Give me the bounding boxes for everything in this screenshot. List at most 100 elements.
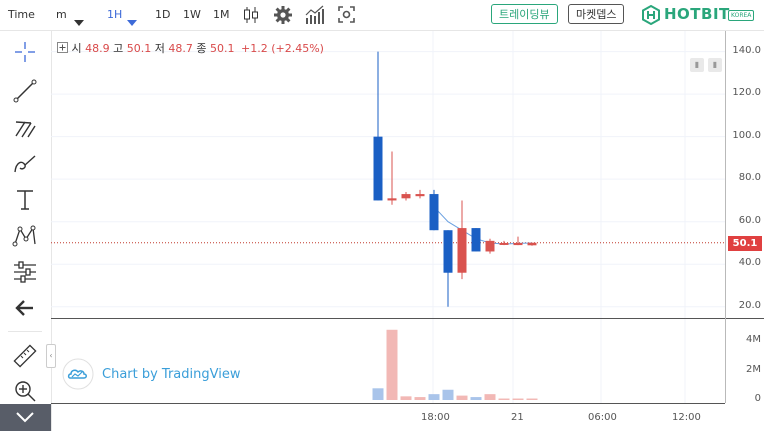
crosshair-tool[interactable] [8,37,42,67]
candle-body [415,194,425,197]
volume-tick: 0 [754,393,761,404]
volume-bar [470,397,482,400]
price-scale[interactable]: 140.0 120.0 100.0 80.0 60.0 40.0 20.0 4M… [725,31,764,404]
chevron-left-icon: ‹ [49,351,53,360]
candle-body [457,228,467,273]
trading-view-button[interactable]: 트레이딩뷰 [491,4,558,24]
candle-body [387,198,397,201]
candle-body [513,242,523,246]
top-toolbar: Time m 1H 1D 1W 1M 트레이딩뷰 마켓뎁스 HOTBI [0,0,764,31]
text-tool[interactable] [8,185,42,215]
candle-body [471,228,481,252]
brand-region-badge: KOREA [728,10,755,21]
volume-bar [414,397,426,400]
fib-tool[interactable] [8,113,42,143]
toolbar-expand-button[interactable] [0,404,51,431]
brush-icon [14,155,36,173]
volume-bar [498,398,510,400]
volume-bar [484,394,496,400]
pane-separator[interactable] [51,318,764,319]
pattern-tool[interactable] [8,221,42,251]
chart-style-selector[interactable]: m [56,0,67,30]
price-tick: 80.0 [738,172,761,184]
price-tick: 40.0 [738,257,761,269]
close-value: 50.1 [210,42,235,55]
pitchfork-icon [15,121,36,138]
interval-chevron-down-icon[interactable] [127,12,137,31]
interval-1h[interactable]: 1H [107,8,123,21]
scroll-forward-button[interactable]: ▮ [708,58,722,72]
volume-bar [428,394,440,400]
indicators-icon[interactable] [305,5,325,25]
symbol-label[interactable]: Time [8,8,35,21]
hotbit-logo-icon [642,5,660,25]
open-value: 48.9 [85,42,110,55]
chart-style-label: m [56,8,67,21]
candle-body [429,194,439,231]
collapse-toolbar-handle[interactable]: ‹ [46,344,56,368]
candle-type-icon[interactable] [243,6,259,24]
time-axis-line [51,403,725,404]
candle-body [373,136,383,201]
screenshot-icon[interactable] [338,6,355,23]
volume-tick: 4M [746,334,761,346]
price-tick: 140.0 [732,44,761,56]
time-tick: 06:00 [588,412,617,423]
price-tick: 120.0 [732,87,761,99]
time-tick: 18:00 [421,412,450,423]
price-tick: 100.0 [732,129,761,141]
candle-body [527,242,537,246]
volume-tick: 2M [746,363,761,375]
watermark-text: Chart by TradingView [102,366,241,382]
chevron-down-icon[interactable] [74,12,84,31]
crosshair-icon [15,42,35,62]
trend-line-tool[interactable] [8,76,42,106]
volume-bar [386,329,398,400]
ohlc-legend: 시 48.9 고 50.1 저 48.7 종 50.1 +1.2 (+2.45%… [57,41,324,57]
text-icon [17,190,33,210]
brush-tool[interactable] [8,149,42,179]
chevron-down-icon [16,412,34,423]
scroll-back-button[interactable]: ▮ [690,58,704,72]
drawing-toolbar [0,31,52,431]
volume-bar [442,389,454,400]
gear-icon[interactable] [273,5,293,25]
volume-bar [512,398,524,400]
open-label: 시 [71,42,82,55]
low-value: 48.7 [168,42,193,55]
brand-name: HOTBIT [664,5,730,23]
forecast-icon [14,261,36,283]
back-tool[interactable] [8,293,42,323]
volume-bar [456,395,468,400]
candle-body [443,230,453,273]
collapse-legend-icon[interactable] [57,42,68,53]
change-value: +1.2 (+2.45%) [241,42,324,55]
market-depth-button[interactable]: 마켓뎁스 [568,4,625,24]
forecast-tool[interactable] [8,257,42,287]
high-label: 고 [113,42,124,55]
pattern-icon [12,225,36,247]
cloud-icon [62,358,94,390]
tradingview-watermark[interactable]: Chart by TradingView [62,357,240,391]
zoom-tool[interactable] [8,376,42,406]
measure-tool[interactable] [8,341,42,371]
interval-1m[interactable]: 1M [213,8,230,21]
candle-body [485,240,495,252]
close-label: 종 [196,42,207,55]
time-tick: 21 [511,412,524,423]
interval-1d[interactable]: 1D [155,8,171,21]
time-tick: 12:00 [672,412,701,423]
zoom-in-icon [15,381,36,402]
volume-bar [400,396,412,400]
candle-body [401,194,411,199]
price-chart[interactable] [51,31,725,403]
trend-line-icon [13,79,37,103]
candle-body [499,242,509,245]
interval-1w[interactable]: 1W [183,8,201,21]
price-tick: 60.0 [738,214,761,226]
last-price-badge: 50.1 [728,235,762,251]
volume-bar [372,388,384,400]
tool-divider [8,331,42,332]
arrow-left-icon [15,300,33,316]
volume-bar [526,398,538,400]
